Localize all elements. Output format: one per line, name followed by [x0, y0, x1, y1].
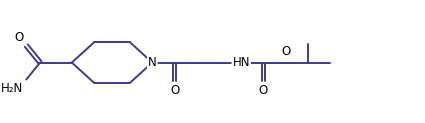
Text: HN: HN	[232, 56, 250, 69]
Text: O: O	[259, 84, 268, 97]
Text: O: O	[281, 45, 290, 58]
Text: H₂N: H₂N	[1, 82, 23, 95]
Text: N: N	[148, 56, 157, 69]
Text: O: O	[170, 84, 179, 97]
Text: O: O	[14, 31, 23, 44]
